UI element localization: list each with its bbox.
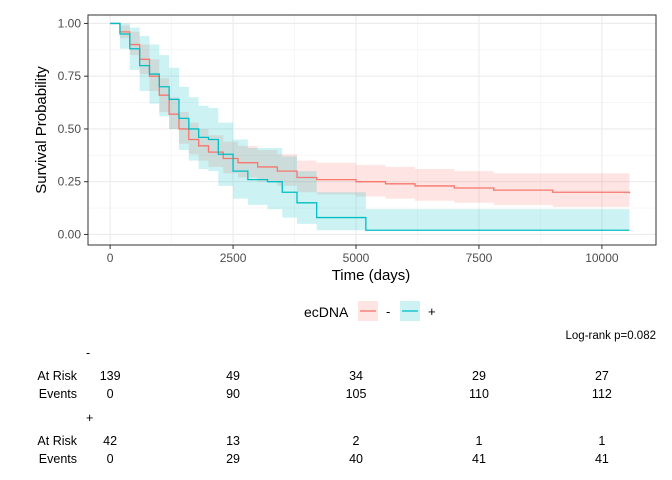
plot-panel-border bbox=[87, 14, 657, 246]
events-value: 29 bbox=[226, 452, 240, 466]
legend-label: - bbox=[386, 304, 390, 319]
events-value: 40 bbox=[349, 452, 363, 466]
y-axis-ticks: 0.00 0.25 0.50 0.75 1.00 bbox=[58, 16, 88, 241]
y-tick-label: 1.00 bbox=[58, 16, 82, 30]
x-tick-label: 2500 bbox=[220, 251, 247, 265]
log-rank-annotation: Log-rank p=0.082 bbox=[566, 330, 656, 342]
at-risk-row-label: At Risk bbox=[37, 434, 77, 448]
risk-group-label: - bbox=[86, 346, 90, 360]
minor-gridlines bbox=[88, 15, 656, 245]
at-risk-value: 42 bbox=[103, 434, 117, 448]
at-risk-value: 34 bbox=[349, 369, 363, 383]
at-risk-value: 29 bbox=[472, 369, 486, 383]
at-risk-value: 1 bbox=[598, 434, 605, 448]
risk-group-neg: -At Risk Events 139 49 34 29 27 0 90 105 110 112 bbox=[37, 346, 612, 401]
at-risk-value: 49 bbox=[226, 369, 240, 383]
survival-curve-pos bbox=[110, 22, 630, 231]
events-value: 41 bbox=[472, 452, 486, 466]
events-value: 90 bbox=[226, 387, 240, 401]
events-value: 41 bbox=[595, 452, 609, 466]
risk-group-label: + bbox=[86, 411, 93, 425]
events-value: 0 bbox=[107, 452, 114, 466]
at-risk-value: 139 bbox=[100, 369, 121, 383]
events-row-label: Events bbox=[39, 387, 77, 401]
events-value: 110 bbox=[469, 387, 489, 401]
at-risk-value: 27 bbox=[595, 369, 609, 383]
x-tick-label: 7500 bbox=[466, 251, 493, 265]
legend-title: ecDNA bbox=[304, 304, 349, 320]
events-value: 112 bbox=[592, 387, 612, 401]
confidence-band-pos bbox=[110, 23, 630, 231]
y-tick-label: 0.50 bbox=[58, 122, 82, 136]
y-tick-label: 0.00 bbox=[58, 227, 82, 241]
legend-label: + bbox=[428, 304, 436, 319]
x-tick-label: 5000 bbox=[343, 251, 370, 265]
y-tick-label: 0.75 bbox=[58, 69, 82, 83]
x-tick-label: 0 bbox=[107, 251, 114, 265]
risk-group-pos: + At Risk Events 42 13 2 1 1 0 29 40 41 41 bbox=[37, 411, 608, 466]
confidence-bands bbox=[110, 23, 630, 231]
y-tick-label: 0.25 bbox=[58, 175, 82, 189]
legend-key-neg: - bbox=[358, 301, 390, 321]
at-risk-value: 1 bbox=[475, 434, 482, 448]
y-axis-title: Survival Probability bbox=[33, 66, 50, 194]
events-value: 0 bbox=[107, 387, 114, 401]
events-row-label: Events bbox=[39, 452, 77, 466]
x-axis-title: Time (days) bbox=[332, 267, 411, 284]
events-value: 105 bbox=[346, 387, 367, 401]
legend: ecDNA - + bbox=[304, 301, 436, 321]
at-risk-value: 13 bbox=[226, 434, 240, 448]
major-gridlines bbox=[88, 15, 656, 245]
at-risk-row-label: At Risk bbox=[37, 369, 77, 383]
x-tick-label: 10000 bbox=[585, 251, 619, 265]
at-risk-value: 2 bbox=[353, 434, 360, 448]
legend-key-pos: + bbox=[400, 301, 436, 321]
survival-curves bbox=[110, 22, 631, 231]
x-axis-ticks: 0 2500 5000 7500 10000 bbox=[107, 245, 619, 265]
